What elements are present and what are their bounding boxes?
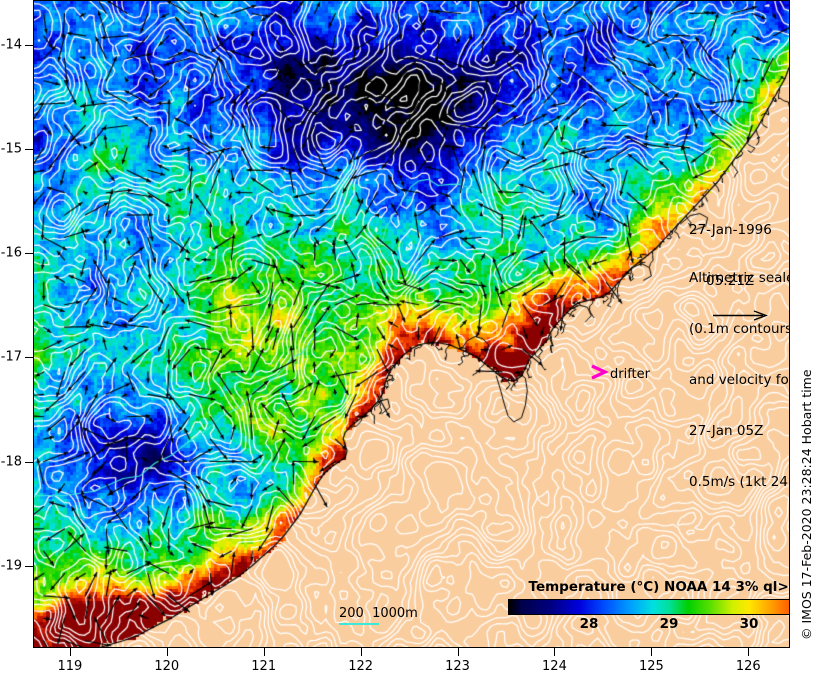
altimetry-line-3: and velocity for	[689, 372, 790, 388]
y-axis-label: -15	[0, 141, 22, 157]
x-axis-label: 124	[542, 659, 567, 674]
colorbar-tick-label: 30	[739, 616, 759, 632]
x-axis-tick	[263, 648, 265, 656]
bathymetry-legend: 200 1000m	[339, 606, 418, 625]
map-overlay-layer	[34, 1, 789, 647]
x-axis-label: 120	[154, 659, 180, 674]
y-axis-label: -17	[0, 349, 22, 365]
datestamp-date: 27-Jan-1996	[689, 222, 772, 238]
copyright-notice: © IMOS 17-Feb-2020 23:28:24 Hobart time	[799, 369, 814, 640]
altimetry-line-2: (0.1m contours)	[689, 321, 790, 337]
x-axis-label: 123	[445, 659, 470, 674]
bathymetry-200m-swatch	[339, 623, 379, 625]
acquisition-datestamp: 27-Jan-1996 05:21Z	[689, 188, 772, 324]
altimetry-annotation: Altimetric sealevel (0.1m contours) and …	[689, 236, 790, 525]
x-axis-label: 126	[735, 659, 761, 674]
y-axis-tick	[25, 148, 33, 150]
x-axis-label: 125	[638, 659, 664, 674]
x-axis-tick	[457, 648, 459, 656]
colorbar-title: Temperature (°C) NOAA 14 3% ql>=2	[528, 579, 790, 595]
right-arrow-icon	[713, 310, 768, 321]
x-axis-tick	[166, 648, 168, 656]
altimetry-line-1: Altimetric sealevel	[689, 270, 789, 286]
y-axis-tick	[25, 461, 33, 463]
y-axis-label: -14	[0, 37, 22, 53]
x-axis-tick	[360, 648, 362, 656]
x-axis-label: 119	[57, 659, 83, 674]
y-axis-label: -18	[0, 454, 22, 470]
map-plot-area[interactable]: 27-Jan-1996 05:21Z Altimetric sealevel (…	[33, 0, 790, 648]
colorbar-canvas	[509, 600, 789, 614]
drifter-label: drifter	[610, 367, 650, 382]
colorbar-tick-label: 29	[659, 616, 679, 632]
x-axis-tick	[554, 648, 556, 656]
x-axis-tick	[69, 648, 71, 656]
colorbar-tick-labels: 28 29 30	[508, 615, 789, 633]
colorbar-gradient	[508, 599, 789, 615]
y-axis-tick	[25, 44, 33, 46]
x-axis-label: 121	[251, 659, 277, 674]
altimetry-line-5: 0.5m/s (1kt 24h)	[689, 474, 789, 490]
x-axis-label: 122	[348, 659, 374, 674]
altimetry-line-4: 27-Jan 05Z	[689, 423, 764, 439]
drifter-chevron-icon[interactable]	[590, 364, 610, 380]
bathymetry-legend-text: 200 1000m	[339, 606, 418, 621]
y-axis-tick	[25, 357, 33, 359]
y-axis-tick	[25, 253, 33, 255]
x-axis-tick	[748, 648, 750, 656]
colorbar-tick-label: 28	[579, 616, 599, 632]
x-axis-tick	[651, 648, 653, 656]
datestamp-time: 05:21Z	[706, 273, 755, 289]
y-axis-label: -16	[0, 245, 22, 261]
y-axis-tick	[25, 565, 33, 567]
y-axis-label: -19	[0, 558, 22, 574]
temperature-colorbar: Temperature (°C) NOAA 14 3% ql>=2 28 29 30	[508, 579, 790, 633]
